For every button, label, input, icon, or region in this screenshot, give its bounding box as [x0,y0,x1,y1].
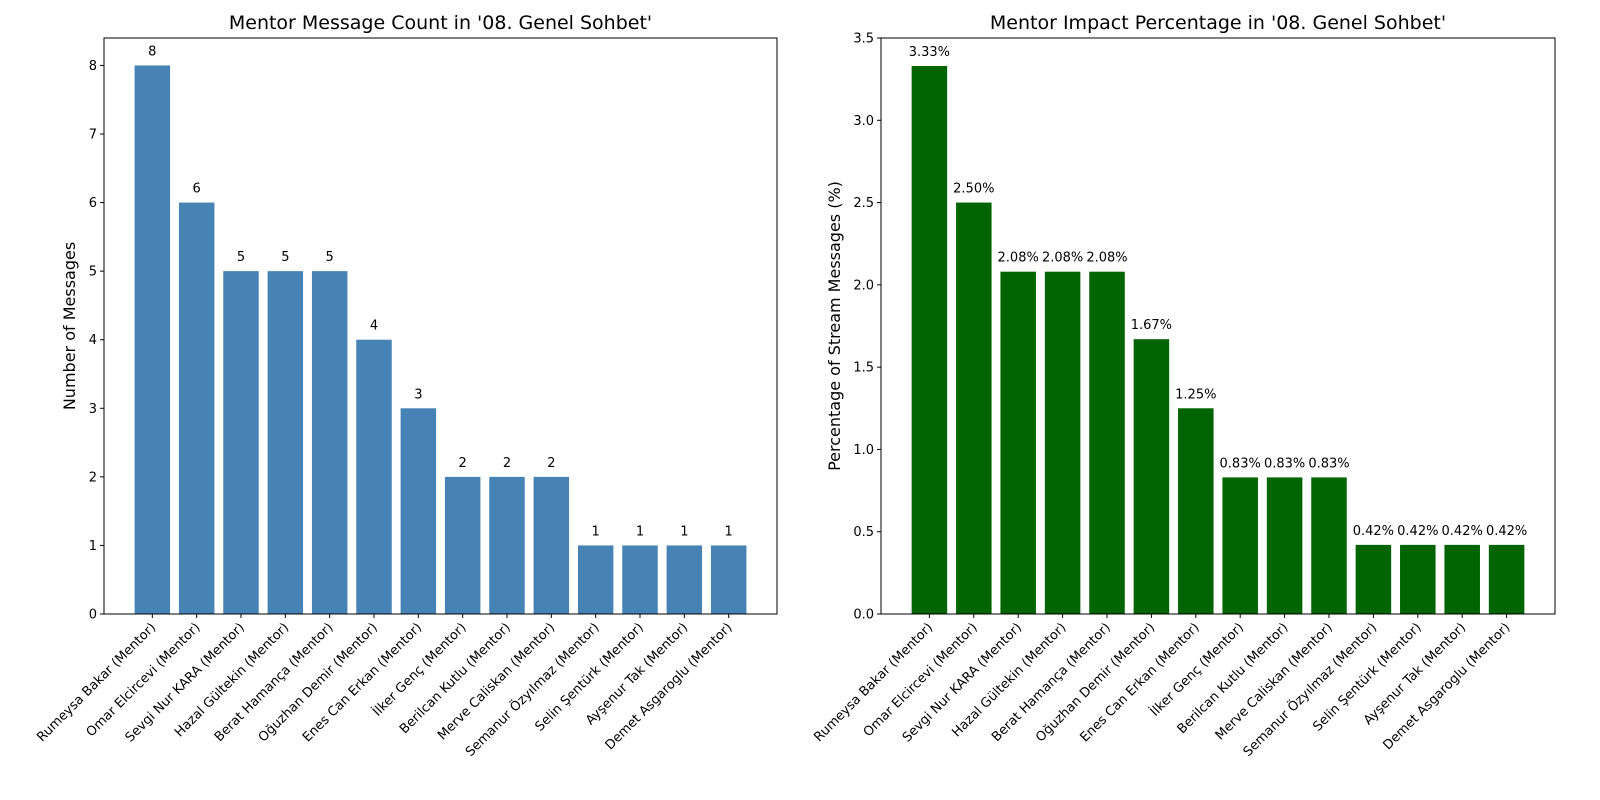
bar-value-label: 0.42% [1442,524,1483,539]
bar [1000,271,1036,614]
y-axis-label: Percentage of Stream Messages (%) [825,181,844,471]
bar-value-label: 0.83% [1220,456,1261,471]
y-tick-label: 5 [89,265,97,280]
bar-value-label: 5 [326,250,334,265]
bar [1488,544,1525,614]
bar [1222,477,1258,614]
bar [1444,544,1480,614]
bar-value-label: 5 [281,250,289,265]
y-tick-label: 4 [89,333,97,348]
y-axis-label: Number of Messages [60,242,79,410]
plot-frame [880,37,1556,615]
bar-value-label: 5 [237,250,245,265]
bar [444,476,481,614]
bar-value-label: 1 [636,524,644,539]
bar [267,271,304,614]
bar-value-label: 3.33% [909,45,950,60]
bar-value-label: 3 [414,387,422,402]
bar-value-label: 0.83% [1264,456,1305,471]
bar [400,408,437,614]
bar [1044,271,1081,614]
y-tick-label: 2.5 [853,196,874,211]
y-tick-label: 3 [89,402,97,417]
bar-value-label: 2.08% [998,251,1039,266]
x-axis-ticks: Rumeysa Bakar (Mentor)Omar Elcircevi (Me… [34,614,736,760]
bar [1089,271,1125,614]
bar [1266,477,1303,614]
bar [134,65,171,615]
y-tick-label: 8 [89,59,97,74]
bar-series: 3.33%2.50%2.08% 2.08% 2.08%1.67%1.25%0.83%… [909,45,1527,615]
bar-value-label: 0.83% [1308,456,1349,471]
y-tick-label: 1.0 [853,443,874,458]
bar-value-label: 6 [193,182,201,197]
y-tick-label: 6 [89,196,97,211]
chart-title: Mentor Message Count in '08. Genel Sohbe… [229,12,652,34]
bar [666,545,703,614]
y-tick-label: 2 [89,470,97,485]
bar [533,476,570,614]
bar-value-label: 1 [592,524,600,539]
y-tick-label: 1.5 [853,361,874,376]
bar-value-label: 1.67% [1131,318,1172,333]
bar-series: 8 6 5 5 5 4 3 2 2 2 1 1 1 1 [134,44,747,615]
bar [356,339,392,614]
bar [311,271,348,614]
y-tick-label: 3.0 [853,114,874,129]
y-axis-ticks: 0 1 2 3 4 5 6 7 8 [89,59,104,623]
plot-frame [103,37,778,615]
bar-value-label: 4 [370,319,378,334]
bar-value-label: 1.25% [1175,387,1216,402]
bar-value-label: 2 [547,456,555,471]
bar [1178,408,1214,614]
bar-value-label: 0.42% [1486,524,1527,539]
message-count-chart: Mentor Message Count in '08. Genel Sohbe… [34,12,778,760]
bar [1355,544,1392,614]
bar [956,202,992,614]
bar [911,65,948,615]
bar-value-label: 2.50% [953,182,994,197]
bar [223,271,259,614]
y-tick-label: 0.5 [853,525,874,540]
bar [577,545,614,614]
y-tick-label: 7 [89,128,97,143]
y-tick-label: 0 [89,608,97,623]
x-axis-ticks: Rumeysa Bakar (Mentor)Omar Elcircevi (Me… [811,614,1513,760]
bar-value-label: 2 [503,456,511,471]
bar [178,202,215,614]
chart-title: Mentor Impact Percentage in '08. Genel S… [990,12,1446,34]
bar-value-label: 0.42% [1353,524,1394,539]
bar [710,545,747,614]
y-tick-label: 2.0 [853,278,874,293]
bar [489,476,525,614]
bar-value-label: 8 [148,44,156,59]
bar-value-label: 1 [680,524,688,539]
bar-value-label: 0.42% [1397,524,1438,539]
bar-value-label: 1 [725,524,733,539]
y-axis-ticks: 0.0 0.5 1.0 1.5 2.0 2.5 3.0 3.5 [853,32,881,623]
y-tick-label: 3.5 [853,32,874,47]
impact-percentage-chart: Mentor Impact Percentage in '08. Genel S… [811,12,1556,760]
y-tick-label: 0.0 [853,608,874,623]
bar [1311,477,1347,614]
bar [1400,544,1436,614]
bar-value-label: 2.08% [1086,251,1127,266]
bar-value-label: 2.08% [1042,251,1083,266]
bar [622,545,658,614]
bar-value-label: 2 [459,456,467,471]
y-tick-label: 1 [89,539,97,554]
bar [1133,339,1170,614]
